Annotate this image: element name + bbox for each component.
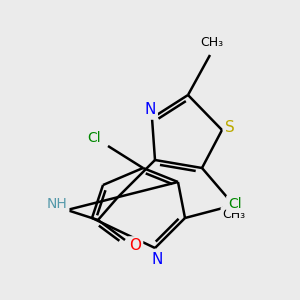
- Text: N: N: [144, 103, 156, 118]
- Text: Cl: Cl: [228, 197, 242, 211]
- Text: N: N: [151, 253, 163, 268]
- Text: O: O: [129, 238, 141, 253]
- Text: CH₃: CH₃: [222, 208, 246, 221]
- Text: S: S: [225, 121, 235, 136]
- Text: NH: NH: [46, 197, 68, 211]
- Text: CH₃: CH₃: [200, 37, 224, 50]
- Text: Cl: Cl: [87, 131, 101, 145]
